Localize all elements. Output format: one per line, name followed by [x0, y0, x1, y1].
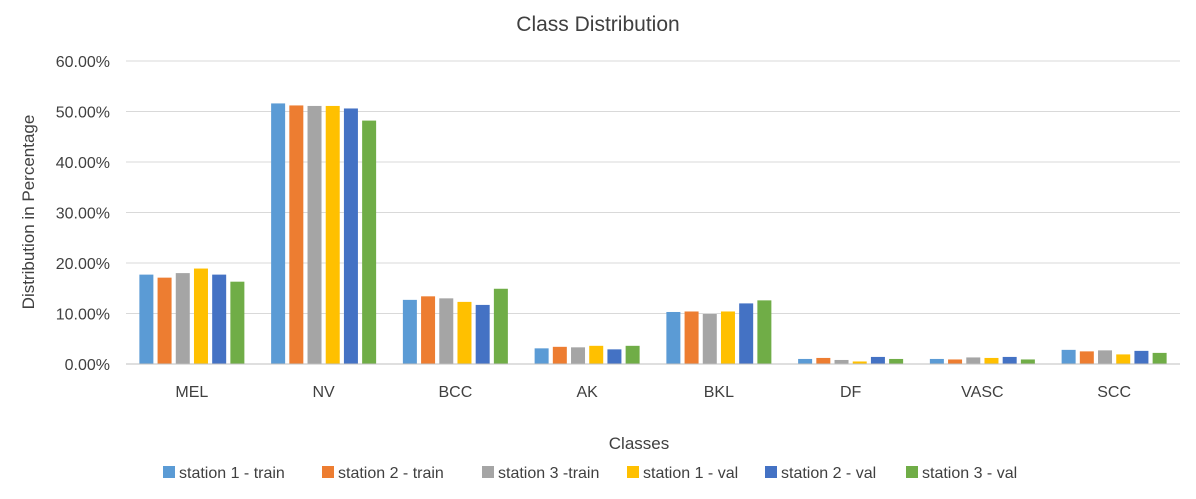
bar-bcc-series-2 [421, 296, 436, 364]
bar-mel-series-3 [175, 273, 190, 364]
x-tick-label: NV [313, 384, 336, 401]
bar-ak-series-1 [534, 348, 549, 364]
x-tick-label: SCC [1097, 384, 1131, 401]
bar-df-series-6 [889, 358, 904, 364]
bar-scc-series-1 [1061, 349, 1076, 364]
bar-vasc-series-3 [966, 357, 981, 364]
bar-scc-series-4 [1116, 354, 1131, 364]
bar-ak-series-4 [589, 345, 604, 364]
bar-scc-series-2 [1079, 351, 1094, 364]
bar-nv-series-4 [325, 105, 340, 364]
legend-label: station 1 - train [179, 465, 285, 482]
x-tick-label: AK [576, 384, 598, 401]
bar-bcc-series-5 [475, 304, 490, 364]
x-axis-ticks: MEL NV BCC AK BKL DF VASC SCC [175, 384, 1131, 401]
y-axis-title: Distribution in Percentage [19, 115, 38, 310]
bar-df-series-1 [798, 358, 813, 364]
bar-mel-series-5 [212, 274, 227, 364]
bar-vasc-series-5 [1002, 356, 1017, 364]
y-tick-label: 40.00% [56, 155, 110, 172]
bar-scc-series-6 [1152, 352, 1167, 364]
legend-swatch [765, 466, 777, 478]
bar-vasc-series-6 [1020, 359, 1035, 364]
bar-vasc-series-2 [948, 359, 963, 364]
legend: station 1 - train station 2 - train statio… [163, 465, 1017, 482]
bar-vasc-series-1 [929, 358, 944, 364]
bar-ak-series-2 [552, 346, 567, 364]
y-tick-label: 60.00% [56, 54, 110, 71]
legend-label: station 3 -train [498, 465, 599, 482]
bar-bcc-series-1 [402, 299, 417, 364]
bar-mel-series-1 [139, 274, 154, 364]
bar-mel-series-4 [193, 268, 208, 364]
bar-bkl-series-4 [720, 311, 735, 364]
legend-label: station 3 - val [922, 465, 1017, 482]
bar-nv-series-1 [271, 103, 286, 365]
x-tick-label: BCC [438, 384, 472, 401]
legend-swatch [627, 466, 639, 478]
bar-bkl-series-2 [684, 311, 699, 364]
legend-label: station 2 - val [781, 465, 876, 482]
bar-df-series-4 [852, 361, 867, 364]
x-tick-label: DF [840, 384, 862, 401]
y-tick-label: 10.00% [56, 307, 110, 324]
bar-bkl-series-5 [739, 303, 754, 364]
legend-swatch [163, 466, 175, 478]
legend-label: station 1 - val [643, 465, 738, 482]
x-axis-title: Classes [609, 434, 669, 453]
bar-ak-series-3 [571, 347, 586, 364]
bar-df-series-3 [834, 359, 849, 364]
x-tick-label: MEL [175, 384, 208, 401]
bar-scc-series-5 [1134, 350, 1149, 364]
bar-mel-series-2 [157, 277, 172, 364]
legend-label: station 2 - train [338, 465, 444, 482]
bar-nv-series-2 [289, 105, 304, 364]
bar-bcc-series-4 [457, 301, 472, 364]
bar-ak-series-6 [625, 345, 640, 364]
bar-vasc-series-4 [984, 357, 999, 364]
chart-title: Class Distribution [516, 13, 679, 36]
bar-bkl-series-3 [702, 314, 717, 364]
bar-nv-series-6 [362, 120, 377, 364]
legend-swatch [906, 466, 918, 478]
bar-df-series-5 [870, 356, 885, 364]
y-tick-label: 30.00% [56, 206, 110, 223]
y-tick-label: 50.00% [56, 105, 110, 122]
x-tick-label: BKL [704, 384, 734, 401]
legend-swatch [482, 466, 494, 478]
bar-df-series-2 [816, 357, 831, 364]
y-axis-ticks: 0.00% 10.00% 20.00% 30.00% 40.00% 50.00% 60.00… [56, 54, 110, 374]
y-tick-label: 20.00% [56, 256, 110, 273]
bar-bcc-series-6 [493, 288, 508, 364]
bar-nv-series-3 [307, 105, 322, 364]
bars [139, 103, 1167, 365]
bar-nv-series-5 [343, 108, 358, 364]
x-tick-label: VASC [961, 384, 1003, 401]
bar-bcc-series-3 [439, 298, 454, 364]
bar-ak-series-5 [607, 349, 622, 364]
bar-scc-series-3 [1098, 350, 1113, 364]
bar-mel-series-6 [230, 281, 245, 364]
bar-bkl-series-6 [757, 300, 772, 364]
legend-swatch [322, 466, 334, 478]
y-tick-label: 0.00% [65, 357, 110, 374]
bar-bkl-series-1 [666, 311, 681, 364]
